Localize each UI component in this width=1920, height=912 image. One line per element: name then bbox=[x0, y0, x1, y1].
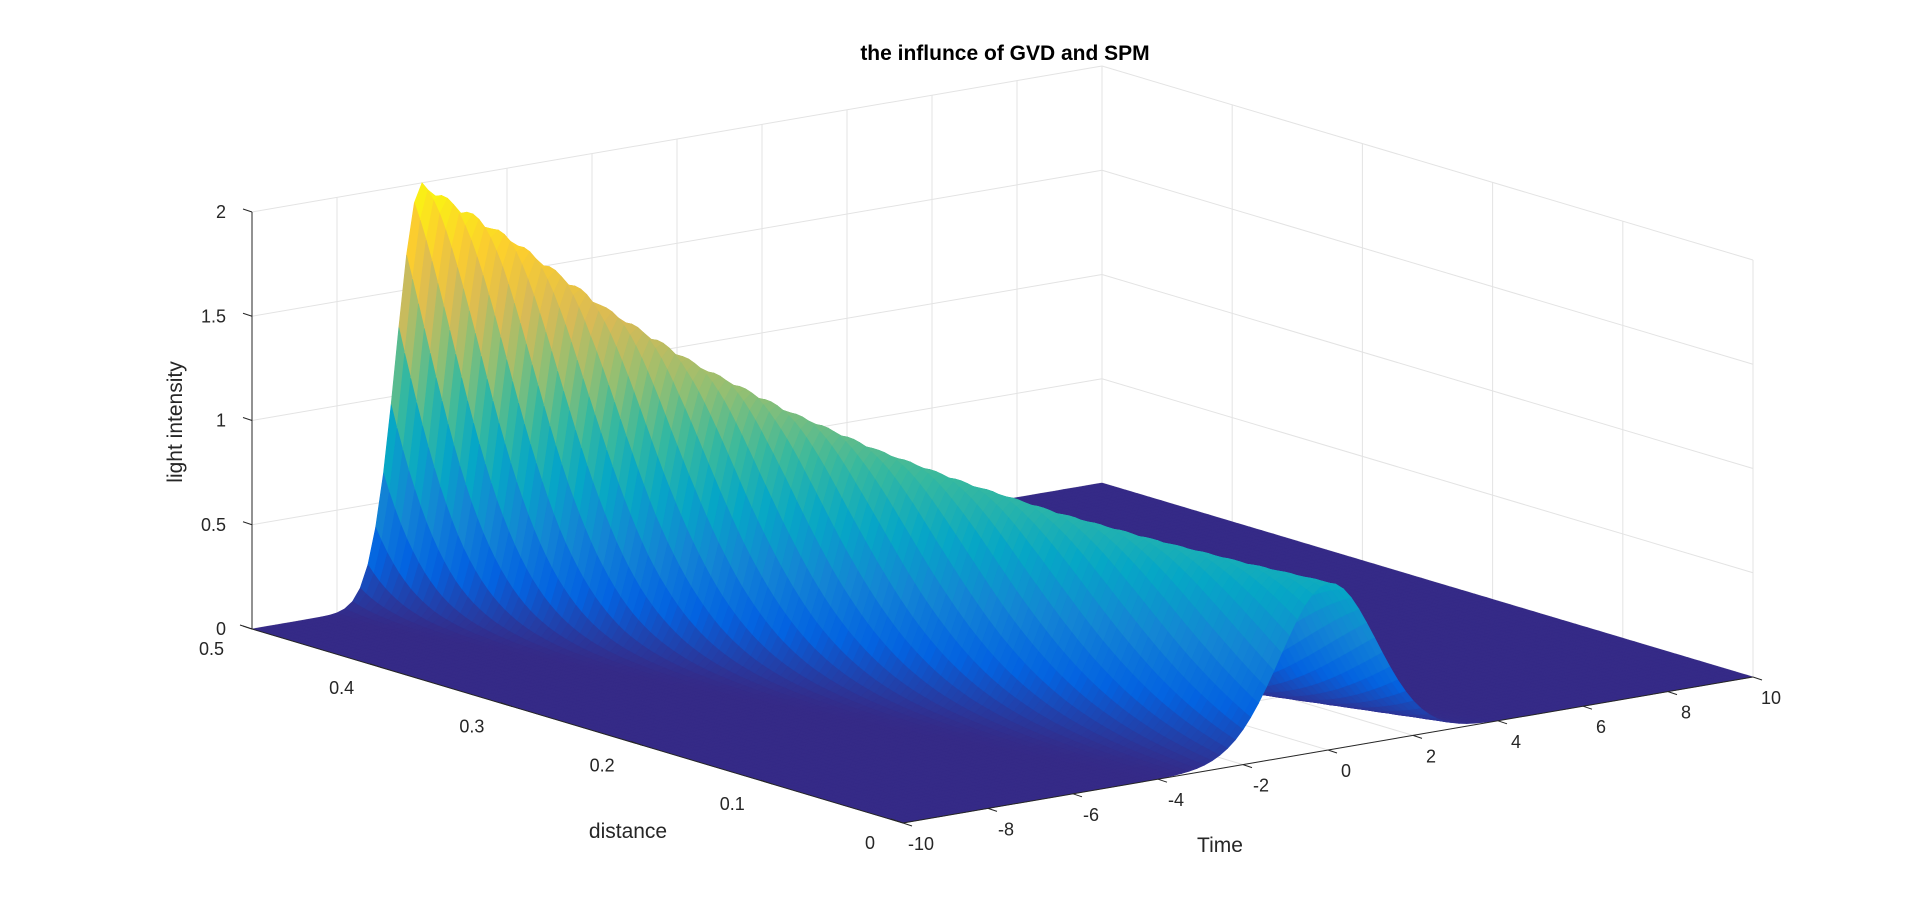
back-wall-gridline bbox=[251, 169, 1103, 317]
back-wall-gridline bbox=[251, 65, 1103, 213]
side-wall-gridline bbox=[1101, 65, 1754, 261]
side-wall-gridline bbox=[1101, 169, 1754, 365]
surface-mesh bbox=[251, 182, 1754, 824]
side-wall-gridline bbox=[1101, 378, 1754, 574]
side-wall-gridline bbox=[1101, 274, 1754, 469]
